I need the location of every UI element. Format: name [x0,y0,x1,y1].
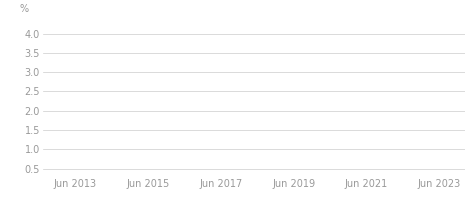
Text: %: % [19,4,28,14]
